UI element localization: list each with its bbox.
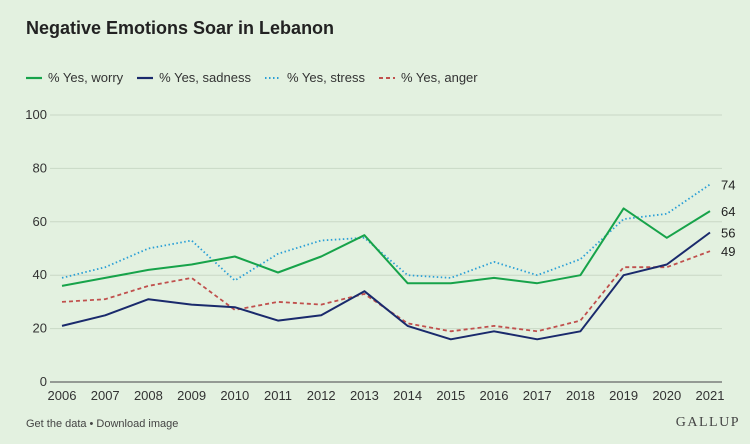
footer: Get the data • Download image (26, 418, 178, 430)
legend-swatch-stress (264, 76, 281, 79)
x-tick-label-2011: 2011 (264, 388, 292, 403)
x-tick-label-2015: 2015 (436, 388, 465, 403)
footer-separator: • (89, 418, 94, 430)
y-tick-label-0: 0 (40, 374, 47, 389)
series-line-yes-sadness (61, 231, 711, 341)
legend-swatch-anger (379, 76, 395, 79)
end-label-yes-worry: 64 (721, 204, 735, 219)
x-tick-label-2013: 2013 (350, 388, 379, 403)
legend-swatch-worry (26, 76, 42, 79)
x-tick-label-2009: 2009 (177, 388, 206, 403)
x-tick-label-2010: 2010 (220, 388, 249, 403)
line-chart: 0 20 40 60 80 100 2006 2007 2008 2009 2010 2011 2012… (25, 107, 735, 403)
x-tick-label-2008: 2008 (134, 388, 163, 403)
chart-legend: % Yes, worry % Yes, sadness % Yes, stres… (26, 70, 492, 85)
end-label-yes-anger: 49 (721, 244, 735, 259)
x-tick-label-2018: 2018 (566, 388, 595, 403)
legend-label-stress: % Yes, stress (286, 70, 365, 85)
x-tick-label-2012: 2012 (307, 388, 336, 403)
x-tick-label-2007: 2007 (91, 388, 120, 403)
x-tick-label-2006: 2006 (48, 388, 77, 403)
legend-item-worry: % Yes, worry (26, 70, 123, 85)
series-line-yes-anger (61, 250, 711, 333)
end-label-yes-stress: 74 (721, 177, 735, 192)
y-tick-label-100: 100 (25, 107, 47, 122)
end-label-yes-sadness: 56 (721, 225, 735, 240)
legend-swatch-sadness (137, 76, 154, 79)
legend-item-anger: % Yes, anger (379, 70, 478, 85)
legend-label-worry: % Yes, worry (48, 70, 124, 85)
x-tick-label-2019: 2019 (609, 388, 638, 403)
legend-label-anger: % Yes, anger (401, 70, 478, 85)
series-line-yes-stress (61, 183, 711, 282)
chart-title: Negative Emotions Soar in Lebanon (26, 18, 335, 38)
y-tick-label-60: 60 (33, 214, 47, 229)
x-tick-label-2020: 2020 (652, 388, 681, 403)
legend-label-sadness: % Yes, sadness (159, 70, 251, 85)
legend-item-sadness: % Yes, sadness (137, 70, 251, 85)
x-tick-label-2016: 2016 (480, 388, 509, 403)
legend-item-stress: % Yes, stress (264, 70, 365, 85)
y-tick-label-40: 40 (33, 267, 47, 282)
y-tick-label-20: 20 (33, 321, 47, 336)
x-tick-label-2014: 2014 (393, 388, 422, 403)
x-tick-label-2017: 2017 (523, 388, 552, 403)
get-data-link[interactable]: Get the data (26, 418, 87, 430)
x-tick-label-2021: 2021 (696, 388, 725, 403)
y-tick-label-80: 80 (33, 160, 47, 175)
gallup-logo: GALLUP (675, 415, 740, 430)
series-line-yes-worry (61, 207, 711, 287)
download-image-link[interactable]: Download image (96, 418, 179, 430)
